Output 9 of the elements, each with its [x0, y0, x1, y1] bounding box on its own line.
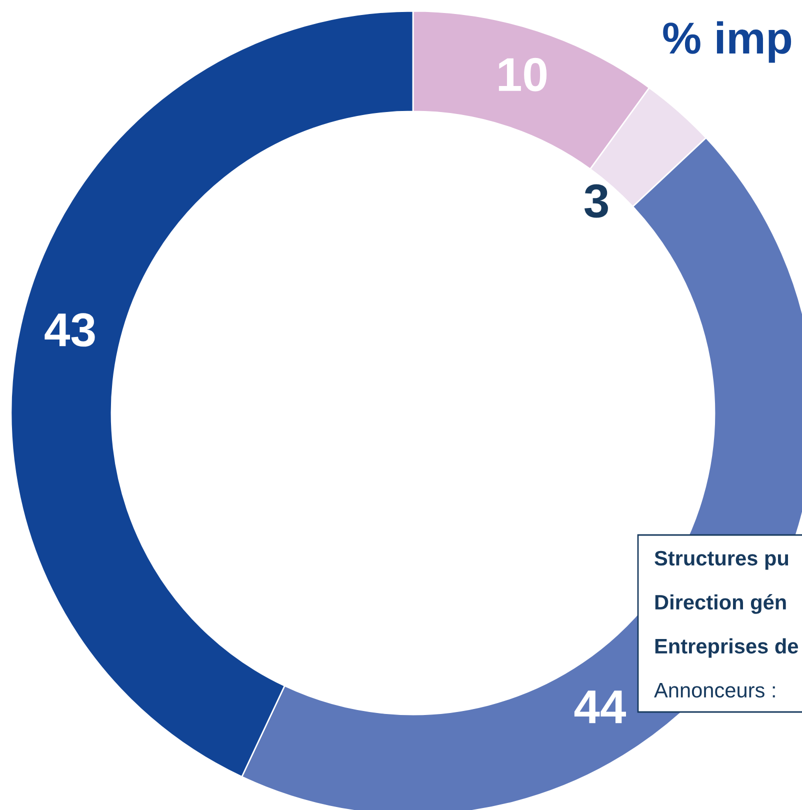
- text: Structures pu: [654, 550, 788, 570]
- data-label: 3: [584, 184, 608, 218]
- data-label: 43: [44, 313, 95, 347]
- text: Entreprises de: [655, 638, 798, 658]
- text: Annonceurs :: [654, 683, 775, 698]
- data-label: 10: [498, 58, 547, 92]
- data-label: 44: [574, 690, 626, 724]
- text: Direction gén: [655, 594, 786, 614]
- chart-title: % imp: [663, 21, 792, 63]
